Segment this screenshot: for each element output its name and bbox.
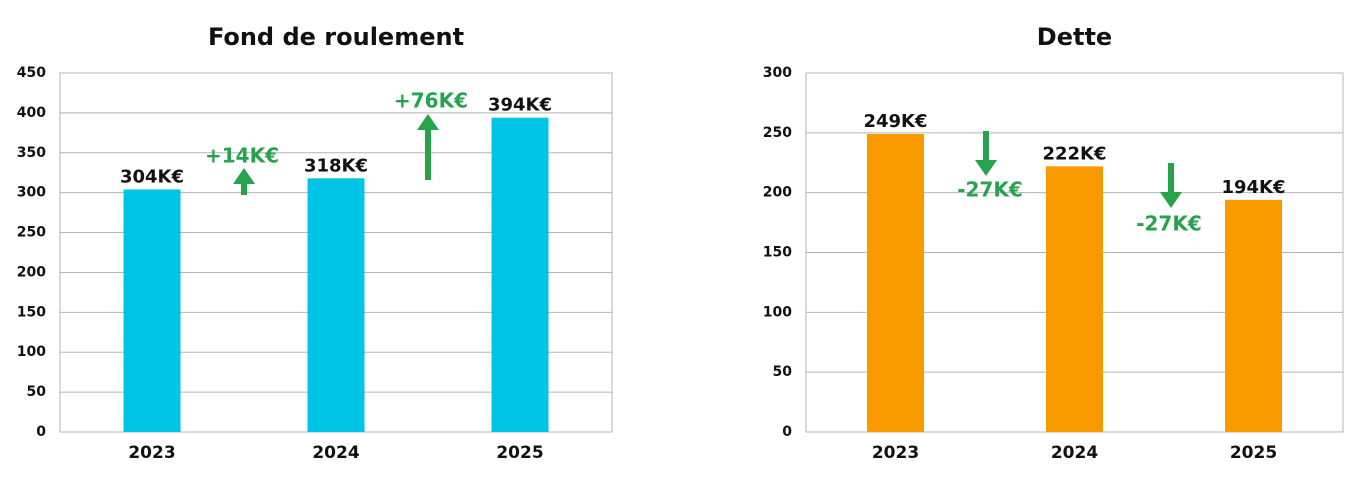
- x-tick-label: 2024: [312, 443, 359, 463]
- change-label: +76K€: [394, 89, 468, 113]
- chart-title: Fond de roulement: [208, 23, 464, 51]
- bar: [867, 134, 924, 432]
- y-tick-label: 250: [763, 125, 792, 141]
- x-tick-label: 2024: [1051, 443, 1098, 463]
- x-tick-label: 2023: [872, 443, 919, 463]
- y-tick-label: 300: [17, 185, 46, 201]
- value-label: 194K€: [1221, 177, 1285, 198]
- value-label: 304K€: [120, 166, 184, 187]
- x-tick-label: 2025: [1230, 443, 1277, 463]
- y-tick-label: 50: [773, 364, 793, 380]
- y-tick-label: 0: [36, 424, 46, 440]
- y-tick-label: 100: [763, 304, 792, 320]
- y-tick-label: 50: [27, 384, 47, 400]
- arrow-head: [233, 168, 255, 184]
- value-label: 222K€: [1042, 143, 1106, 164]
- y-tick-label: 200: [763, 185, 792, 201]
- y-tick-label: 200: [17, 264, 46, 280]
- change-label: +14K€: [205, 144, 279, 168]
- bar: [123, 189, 181, 432]
- bar: [491, 117, 549, 433]
- chart-title: Dette: [1037, 23, 1112, 51]
- bar: [1225, 199, 1282, 432]
- value-label: 249K€: [863, 111, 927, 132]
- y-tick-label: 400: [17, 105, 46, 121]
- y-tick-label: 450: [17, 65, 46, 81]
- y-tick-label: 150: [17, 304, 46, 320]
- bar: [307, 178, 365, 432]
- change-label: -27K€: [957, 178, 1023, 202]
- value-label: 394K€: [488, 95, 552, 116]
- y-tick-label: 100: [17, 344, 46, 360]
- x-tick-label: 2025: [496, 443, 543, 463]
- x-tick-label: 2023: [128, 443, 175, 463]
- y-tick-label: 250: [17, 225, 46, 241]
- y-tick-label: 300: [763, 65, 792, 81]
- value-label: 318K€: [304, 155, 368, 176]
- y-tick-label: 150: [763, 245, 792, 261]
- bar: [1046, 166, 1103, 432]
- arrow-head: [975, 160, 997, 176]
- y-tick-label: 350: [17, 145, 46, 161]
- change-label: -27K€: [1136, 212, 1202, 236]
- arrow-head: [417, 114, 439, 130]
- arrow-head: [1160, 192, 1182, 208]
- y-tick-label: 0: [782, 424, 792, 440]
